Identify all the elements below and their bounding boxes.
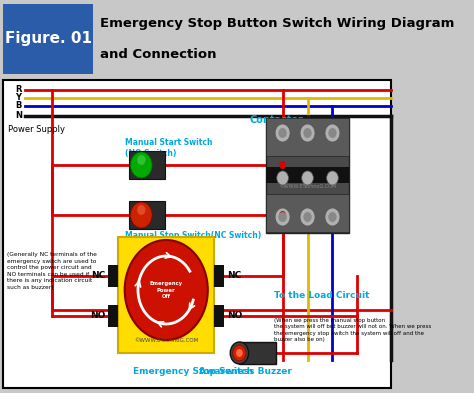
Bar: [214, 305, 224, 327]
Text: Contactor: Contactor: [249, 115, 303, 125]
Text: (Generally NC terminals of the
emergency switch are used to
control the power ci: (Generally NC terminals of the emergency…: [7, 252, 97, 290]
Bar: [3, 4, 93, 74]
Circle shape: [300, 208, 315, 226]
Text: Power Supply: Power Supply: [9, 125, 65, 134]
Bar: [266, 118, 349, 233]
Text: Awareness Buzzer: Awareness Buzzer: [199, 367, 292, 376]
Circle shape: [236, 349, 243, 357]
Text: NC: NC: [227, 272, 241, 281]
Text: Emergency Stop Button Switch Wiring Diagram: Emergency Stop Button Switch Wiring Diag…: [100, 18, 454, 31]
Circle shape: [277, 171, 288, 185]
Circle shape: [303, 128, 312, 138]
Text: NO: NO: [90, 312, 106, 321]
Circle shape: [300, 124, 315, 142]
Circle shape: [327, 171, 338, 185]
Circle shape: [279, 161, 286, 169]
Text: and Connection: and Connection: [100, 48, 216, 61]
Circle shape: [325, 208, 340, 226]
Text: Emergency
Power
Off: Emergency Power Off: [150, 281, 183, 299]
Text: Figure. 01: Figure. 01: [5, 31, 91, 46]
Circle shape: [230, 342, 248, 364]
Circle shape: [275, 208, 290, 226]
Bar: [3, 80, 391, 388]
Text: ©WWW.ETechnoG.COM: ©WWW.ETechnoG.COM: [134, 338, 198, 343]
Bar: [214, 265, 224, 287]
Bar: [129, 151, 165, 179]
Text: (When we press the manual stop button
the system will off but buzzer will not on: (When we press the manual stop button th…: [274, 318, 431, 342]
Bar: [129, 201, 165, 229]
Circle shape: [137, 155, 146, 165]
Circle shape: [233, 345, 246, 361]
Bar: [266, 167, 349, 183]
Text: N: N: [15, 112, 22, 121]
Circle shape: [125, 240, 208, 340]
Circle shape: [278, 128, 287, 138]
Text: Emergency Stop Switch: Emergency Stop Switch: [133, 367, 253, 375]
Bar: [108, 265, 118, 287]
Circle shape: [137, 205, 146, 215]
Text: ©WWW.ETechnoG.COM: ©WWW.ETechnoG.COM: [279, 184, 336, 189]
Bar: [266, 194, 349, 232]
Circle shape: [328, 128, 337, 138]
Text: NO: NO: [227, 312, 242, 321]
Text: Y: Y: [15, 94, 21, 103]
Bar: [266, 118, 349, 156]
Circle shape: [303, 212, 312, 222]
Circle shape: [275, 124, 290, 142]
Circle shape: [278, 212, 287, 222]
Circle shape: [130, 152, 152, 178]
Circle shape: [325, 124, 340, 142]
Text: B: B: [15, 101, 21, 110]
Text: Manual Stop Switch(NC Switch): Manual Stop Switch(NC Switch): [125, 231, 261, 239]
Text: To the Load Circuit: To the Load Circuit: [274, 290, 370, 299]
Text: Manual Start Switch
(NO Switch): Manual Start Switch (NO Switch): [125, 138, 212, 158]
Bar: [239, 342, 276, 364]
Text: NC: NC: [91, 272, 106, 281]
Circle shape: [130, 202, 152, 228]
Bar: [108, 305, 118, 327]
Text: R: R: [15, 86, 21, 94]
Bar: [0, 0, 394, 78]
Circle shape: [279, 211, 286, 219]
Bar: [118, 237, 214, 353]
Circle shape: [302, 171, 313, 185]
Circle shape: [328, 212, 337, 222]
